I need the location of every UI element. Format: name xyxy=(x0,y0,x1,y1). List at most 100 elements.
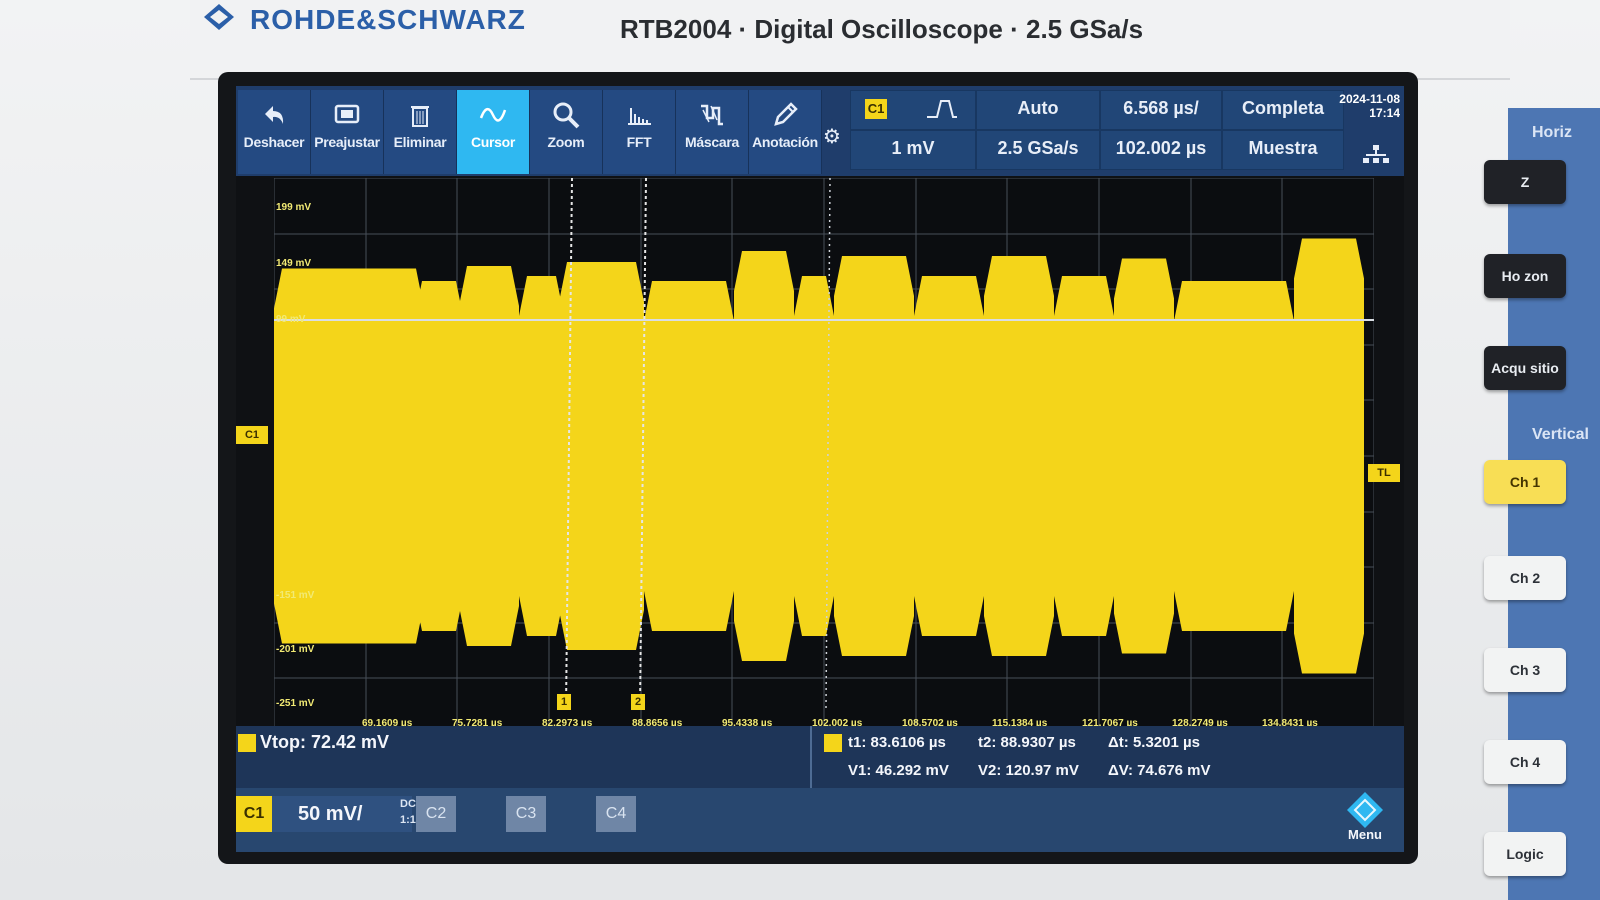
x-label-4: 95.4338 µs xyxy=(722,718,773,729)
y-label-neg201: -201 mV xyxy=(276,644,315,655)
acquisition-hw-button[interactable]: Acqu sitio xyxy=(1484,346,1566,390)
ch3-hw-button[interactable]: Ch 3 xyxy=(1484,648,1566,692)
menu-button[interactable]: Menu xyxy=(1336,790,1394,848)
x-label-7: 115.1384 µs xyxy=(992,718,1048,729)
y-label-149: 149 mV xyxy=(276,258,312,269)
channel1-offset-marker[interactable]: C1 xyxy=(236,426,268,444)
x-label-1: 75.7281 µs xyxy=(452,718,503,729)
undo-icon xyxy=(265,106,284,124)
x-label-0: 69.1609 µs xyxy=(362,718,413,729)
device-brand-bar: ROHDE&SCHWARZ RTB2004 · Digital Oscillos… xyxy=(190,0,1510,80)
menu-diamond-icon xyxy=(1347,792,1383,828)
brand-name: ROHDE&SCHWARZ xyxy=(250,4,526,35)
cursor-dt-value: Δt: 5.3201 µs xyxy=(1108,734,1200,751)
tool-annotation[interactable]: Anotación xyxy=(749,90,822,174)
cursor-t2-marker[interactable]: 2 xyxy=(631,694,645,710)
preset-icon xyxy=(334,104,360,124)
cursor-t2-value: t2: 88.9307 µs xyxy=(978,734,1076,751)
cursor-channel-chip xyxy=(824,734,842,752)
cursor-t1-value: t1: 83.6106 µs xyxy=(848,734,946,751)
x-label-9: 128.2749 µs xyxy=(1172,718,1228,729)
x-label-5: 102.002 µs xyxy=(812,718,863,729)
zoom-hw-button[interactable]: Z xyxy=(1484,160,1566,204)
cursor-results-panel[interactable]: t1: 83.6106 µs t2: 88.9307 µs Δt: 5.3201… xyxy=(810,726,1404,788)
x-label-6: 108.5702 µs xyxy=(902,718,958,729)
tool-preset-label: Preajustar xyxy=(314,134,380,150)
cursor-v2-value: V2: 120.97 mV xyxy=(978,762,1079,779)
trigger-source-chip: C1 xyxy=(865,99,887,119)
rs-logo-icon xyxy=(204,4,234,30)
oscilloscope-screen: Deshacer Preajustar Eliminar Cursor Zoom… xyxy=(236,86,1404,852)
cursor-t2-line[interactable] xyxy=(639,178,647,709)
ch4-hw-button[interactable]: Ch 4 xyxy=(1484,740,1566,784)
horizontal-hw-button[interactable]: Ho zon xyxy=(1484,254,1566,298)
logic-hw-button[interactable]: Logic xyxy=(1484,832,1566,876)
tool-undo-label: Deshacer xyxy=(243,134,305,150)
waveform-plot xyxy=(274,178,1374,734)
y-label-neg151: -151 mV xyxy=(276,590,315,601)
right-control-panel: Horiz Z Ho zon Acqu sitio Vertical Ch 1 … xyxy=(1484,108,1600,900)
tool-fft-label: FFT xyxy=(626,134,652,150)
tool-fft[interactable]: FFT xyxy=(603,90,676,174)
top-toolbar: Deshacer Preajustar Eliminar Cursor Zoom… xyxy=(236,86,1404,176)
tool-mask-label: Máscara xyxy=(685,134,739,150)
channel2-tab[interactable]: C2 xyxy=(416,796,456,832)
tool-undo[interactable]: Deshacer xyxy=(238,90,311,174)
tool-cursor-label: Cursor xyxy=(470,134,516,150)
trigger-source-box[interactable]: C1 xyxy=(850,90,976,130)
acquisition-mode[interactable]: Completa xyxy=(1222,90,1344,130)
fft-icon xyxy=(628,108,651,125)
menu-label: Menu xyxy=(1348,827,1382,842)
vtop-measurement[interactable]: Vtop: 72.42 mV xyxy=(260,732,390,752)
x-label-10: 134.8431 µs xyxy=(1262,718,1318,729)
cursor-wave-icon xyxy=(479,108,507,122)
tool-zoom[interactable]: Zoom xyxy=(530,90,603,174)
tool-annotation-label: Anotación xyxy=(752,134,818,150)
mask-icon xyxy=(701,104,723,126)
waveform-graticule[interactable]: 199 mV 149 mV 99 mV -151 mV -201 mV -251… xyxy=(274,178,1374,734)
ch2-hw-button[interactable]: Ch 2 xyxy=(1484,556,1566,600)
date-time: 2024-11-08 17:14 xyxy=(1336,92,1400,120)
tool-mask[interactable]: Máscara xyxy=(676,90,749,174)
y-label-99: 99 mV xyxy=(276,314,306,325)
channel1-coupling: DC xyxy=(400,798,416,810)
channel1-probe: 1:1 xyxy=(400,814,416,826)
y-label-neg251: -251 mV xyxy=(276,698,315,709)
date-text: 2024-11-08 xyxy=(1339,92,1400,106)
trigger-level[interactable]: 1 mV xyxy=(850,130,976,170)
pencil-icon xyxy=(774,102,798,126)
channel1-scale[interactable]: 50 mV/ xyxy=(272,796,412,832)
tool-delete[interactable]: Eliminar xyxy=(384,90,457,174)
network-icon xyxy=(1363,145,1389,163)
vertical-title: Vertical xyxy=(1532,426,1589,443)
settings-gear-icon[interactable]: ⚙ xyxy=(823,126,841,148)
cursor-t1-line[interactable] xyxy=(565,178,573,709)
time-position[interactable]: 102.002 µs xyxy=(1100,130,1222,170)
ch1-hw-button[interactable]: Ch 1 xyxy=(1484,460,1566,504)
trigger-mode[interactable]: Auto xyxy=(976,90,1100,130)
cursor-v1-value: V1: 46.292 mV xyxy=(848,762,949,779)
zoom-icon xyxy=(553,102,580,129)
x-label-3: 88.8656 µs xyxy=(632,718,683,729)
sample-rate[interactable]: 2.5 GSa/s xyxy=(976,130,1100,170)
channel1-tab[interactable]: C1 xyxy=(236,796,272,832)
channel1-scale-value: 50 mV/ xyxy=(298,803,363,825)
y-label-199: 199 mV xyxy=(276,202,312,213)
channel3-tab[interactable]: C3 xyxy=(506,796,546,832)
tool-preset[interactable]: Preajustar xyxy=(311,90,384,174)
acquisition-type[interactable]: Muestra xyxy=(1222,130,1344,170)
model-line: RTB2004 · Digital Oscilloscope · 2.5 GSa… xyxy=(620,14,1144,44)
trash-icon xyxy=(411,106,429,127)
rising-edge-icon xyxy=(927,100,957,118)
tool-cursor[interactable]: Cursor xyxy=(457,90,530,174)
waveform-envelope xyxy=(274,238,1364,674)
cursor-t1-marker[interactable]: 1 xyxy=(557,694,571,710)
measurement-bar: Vtop: 72.42 mV t1: 83.6106 µs t2: 88.930… xyxy=(236,726,1404,788)
trigger-level-marker[interactable]: TL xyxy=(1368,464,1400,482)
horizontal-title: Horiz xyxy=(1532,124,1572,141)
channel4-tab[interactable]: C4 xyxy=(596,796,636,832)
time-scale[interactable]: 6.568 µs/ xyxy=(1100,90,1222,130)
trigger-time-line xyxy=(825,178,831,709)
tool-delete-label: Eliminar xyxy=(393,134,447,150)
